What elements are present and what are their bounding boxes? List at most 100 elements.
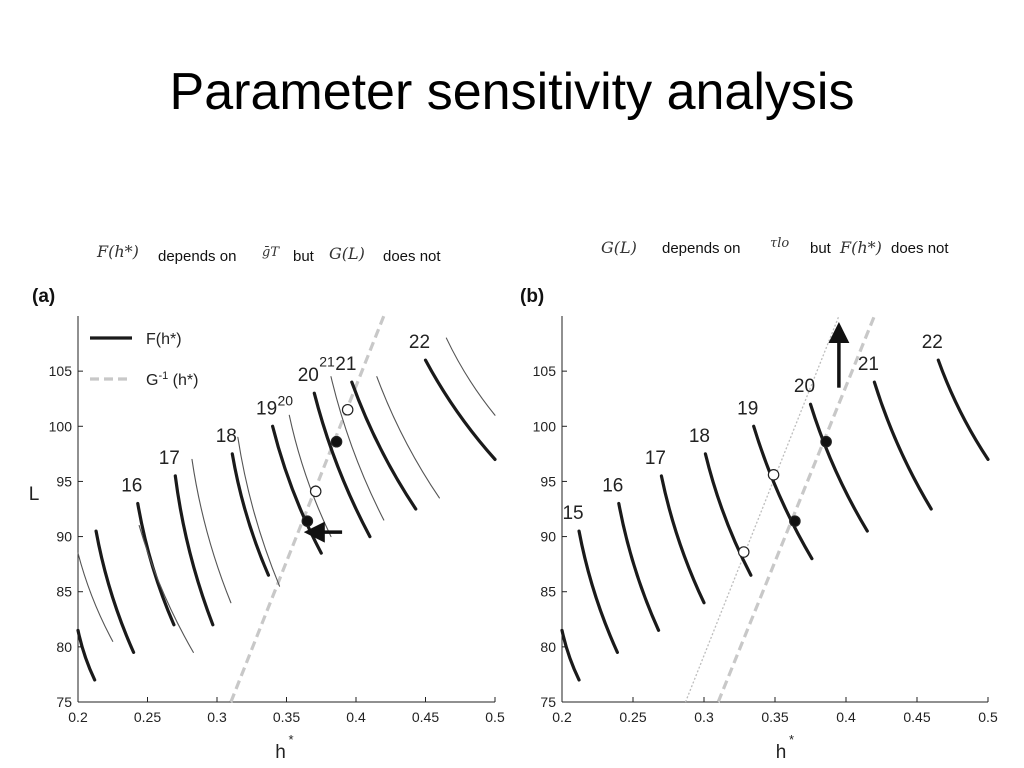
caption-b-expr2: τlo	[770, 236, 790, 251]
y-tick-label: 85	[56, 584, 72, 600]
caption-a-text1: depends on	[158, 248, 237, 265]
f-curve	[173, 474, 215, 627]
f-curve-label: 17	[645, 448, 666, 469]
caption-b-text3: does not	[891, 240, 949, 257]
caption-a-expr1: F(h*)	[97, 242, 139, 261]
x-tick-label: 0.35	[761, 709, 788, 725]
equilibrium-point-filled	[789, 515, 801, 527]
f-curve	[445, 337, 496, 416]
f-curve	[138, 524, 194, 653]
f-curve-label: 21	[335, 354, 356, 375]
f-curve-label: 19	[256, 398, 277, 419]
caption-b-expr1: G(L)	[601, 238, 637, 257]
x-tick-label: 0.3	[694, 709, 714, 725]
f-curve	[423, 358, 497, 461]
x-tick-label: 0.25	[134, 709, 161, 725]
f-curve	[617, 501, 661, 632]
f-curve-label: 18	[216, 426, 237, 447]
f-curve-label: 15	[562, 503, 583, 524]
y-tick-label: 90	[540, 529, 556, 545]
y-tick-label: 90	[56, 529, 72, 545]
f-curve-label: 20	[794, 376, 815, 397]
g-inverse-line	[684, 315, 840, 703]
f-curve-label: 20	[277, 392, 293, 408]
panel-label: (b)	[520, 286, 544, 307]
f-curve	[330, 376, 385, 521]
equilibrium-point-open	[767, 469, 780, 481]
x-tick-label: 0.2	[68, 709, 88, 725]
f-curve	[230, 452, 271, 577]
f-curve-label: 20	[298, 365, 319, 386]
chart-panel-b: (b) 0.2 0.25 0.3 0.35 0.4 0.45 0.5 75 80 85 90 95 100…	[520, 286, 998, 763]
f-curve-label: 22	[922, 332, 943, 353]
x-tick-label: 0.4	[346, 709, 366, 725]
equilibrium-point-open	[737, 546, 750, 558]
equilibrium-point-open	[309, 485, 322, 498]
y-tick-label: 95	[540, 473, 556, 489]
f-curve	[577, 529, 619, 654]
legend-label: G-1 (h*)	[146, 370, 198, 389]
slide-title: Parameter sensitivity analysis	[169, 63, 855, 121]
y-tick-label: 80	[540, 639, 556, 655]
f-curve	[237, 436, 281, 587]
f-curve	[376, 376, 440, 499]
caption-a-expr2: ḡT	[262, 245, 279, 260]
equilibrium-point-filled	[301, 515, 314, 527]
f-curve	[77, 552, 114, 642]
chart-panel-a: (a) 0.2 0.25 0.3 0.35 0.4 0.45 0.5 75 80 85 90 95 100…	[29, 286, 505, 763]
f-curve-label: 19	[737, 398, 758, 419]
x-axis-label-star: *	[789, 732, 794, 747]
f-curve	[312, 391, 372, 539]
caption-a-text3: does not	[383, 248, 441, 265]
y-tick-label: 80	[56, 639, 72, 655]
x-tick-label: 0.45	[412, 709, 439, 725]
f-curve	[76, 628, 97, 682]
f-curve	[560, 628, 581, 682]
x-tick-label: 0.35	[273, 709, 300, 725]
f-curve	[136, 501, 176, 627]
caption-b-expr3: F(h*)	[840, 238, 882, 257]
y-tick-label: 100	[49, 418, 73, 434]
f-curve-label: 21	[319, 354, 335, 370]
x-axis-label-star: *	[289, 732, 294, 747]
f-curve	[191, 458, 232, 604]
panel-label: (a)	[32, 286, 55, 307]
caption-b-text1: depends on	[662, 240, 741, 257]
y-tick-label: 75	[56, 694, 72, 710]
y-tick-label: 95	[56, 473, 72, 489]
f-curve	[350, 380, 418, 511]
f-curve-label: 16	[121, 475, 142, 496]
y-tick-label: 105	[49, 363, 73, 379]
f-curve-label: 22	[409, 332, 430, 353]
y-tick-label: 75	[540, 694, 556, 710]
f-curve	[659, 474, 706, 605]
f-curve	[703, 452, 753, 577]
f-curve-label: 18	[689, 426, 710, 447]
f-curve	[808, 402, 869, 533]
x-tick-label: 0.45	[903, 709, 930, 725]
equilibrium-point-open	[341, 403, 354, 416]
x-tick-label: 0.4	[836, 709, 856, 725]
x-tick-label: 0.5	[978, 709, 998, 725]
caption-a-expr3: G(L)	[329, 244, 365, 263]
f-curve	[94, 529, 136, 654]
legend-label: F(h*)	[146, 331, 182, 348]
equilibrium-point-filled	[330, 435, 343, 448]
y-axis-label: L	[29, 484, 40, 505]
f-curve-label: 21	[858, 354, 879, 375]
f-curve	[288, 414, 332, 538]
f-curve	[752, 424, 814, 561]
y-tick-label: 85	[540, 584, 556, 600]
x-tick-label: 0.25	[619, 709, 646, 725]
caption-b-text2: but	[810, 240, 831, 257]
f-curve	[936, 358, 990, 461]
y-tick-label: 105	[533, 363, 557, 379]
x-tick-label: 0.5	[485, 709, 505, 725]
f-curve-label: 16	[602, 475, 623, 496]
f-curve-label: 17	[159, 448, 180, 469]
y-tick-label: 100	[533, 418, 557, 434]
g-inverse-line	[716, 315, 876, 703]
x-axis-label: h	[776, 742, 787, 763]
